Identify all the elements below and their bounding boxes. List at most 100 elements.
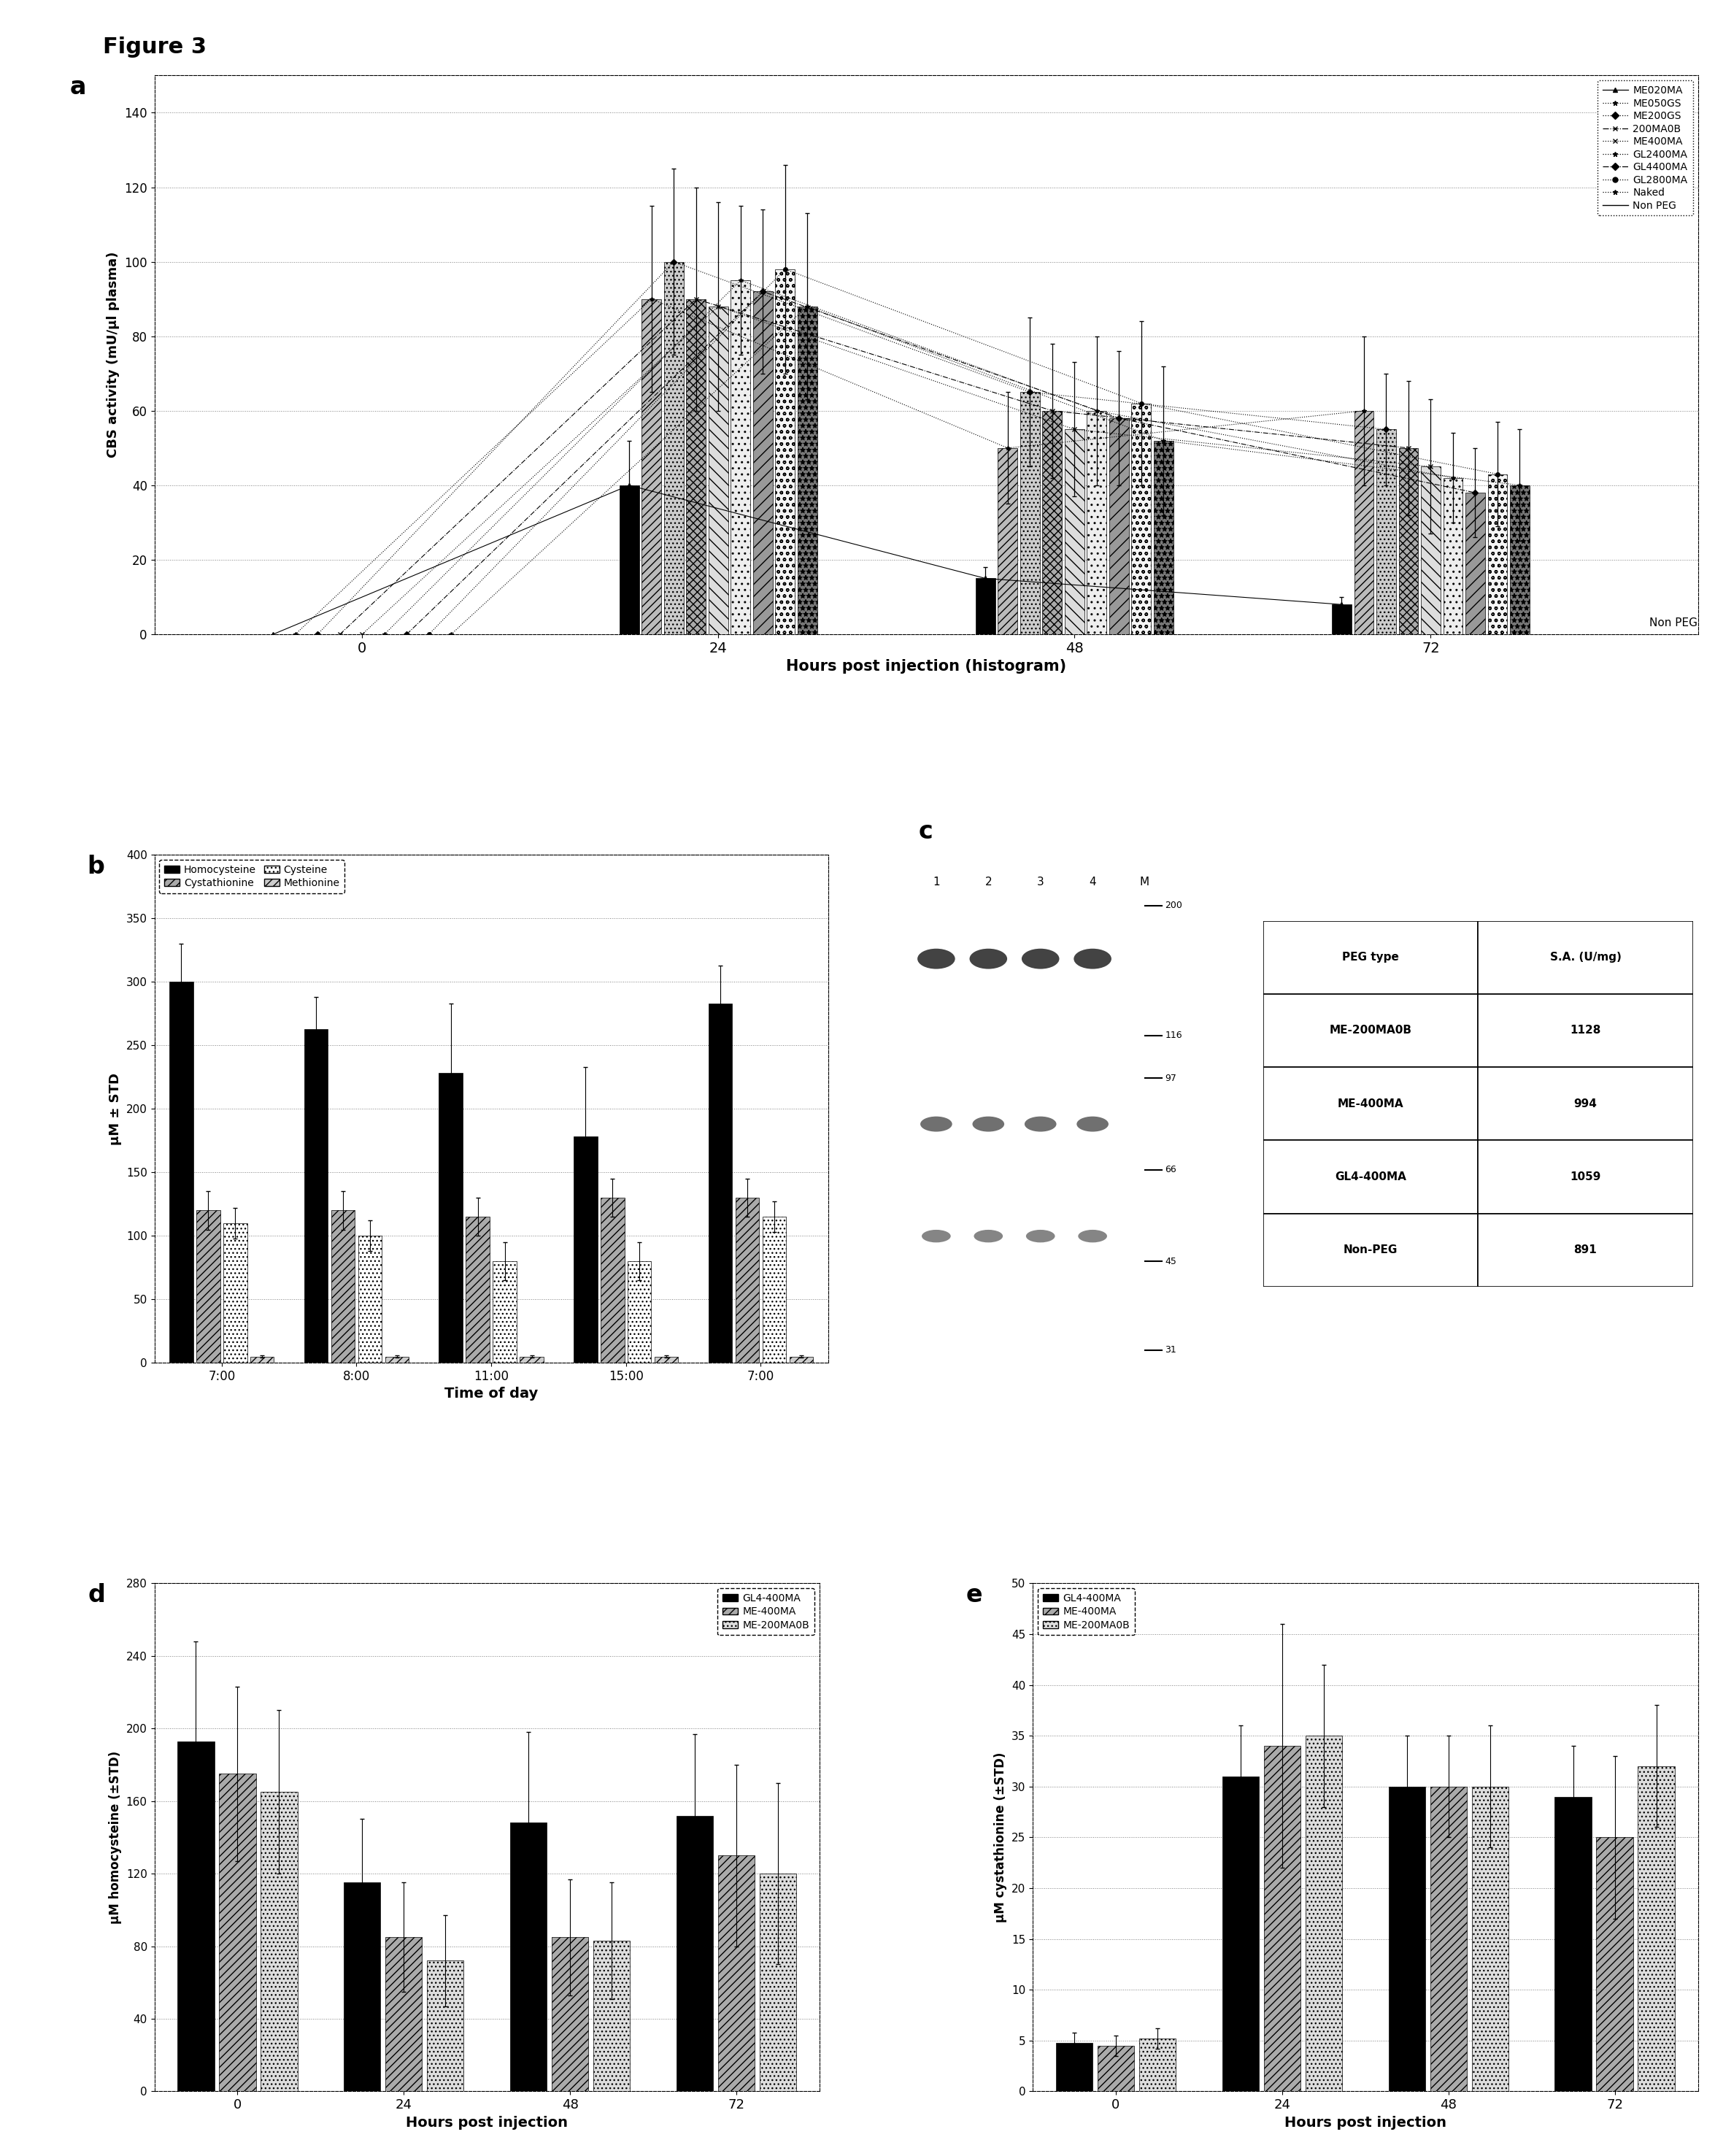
- Text: 3: 3: [1038, 877, 1044, 888]
- Bar: [789, 1356, 813, 1363]
- Ellipse shape: [1077, 1117, 1108, 1132]
- Bar: [731, 280, 751, 634]
- Bar: [655, 1356, 677, 1363]
- Bar: [1478, 921, 1693, 994]
- Bar: [575, 1136, 597, 1363]
- Bar: [197, 1210, 220, 1363]
- Text: 116: 116: [1164, 1031, 1182, 1039]
- Bar: [775, 270, 796, 634]
- X-axis label: Hours post injection (histogram): Hours post injection (histogram): [785, 660, 1067, 675]
- Text: b: b: [87, 854, 105, 880]
- Bar: [1065, 429, 1084, 634]
- Legend: GL4-400MA, ME-400MA, ME-200MA0B: GL4-400MA, ME-400MA, ME-200MA0B: [1038, 1589, 1135, 1634]
- Bar: [641, 300, 662, 634]
- Bar: [677, 1815, 713, 2091]
- Bar: [1262, 1141, 1478, 1214]
- Bar: [1638, 1766, 1674, 2091]
- Bar: [1043, 412, 1062, 634]
- Bar: [304, 1028, 328, 1363]
- Bar: [1262, 1067, 1478, 1141]
- Bar: [1110, 418, 1128, 634]
- Bar: [708, 306, 729, 634]
- Text: ME-400MA: ME-400MA: [1338, 1097, 1403, 1108]
- Text: c: c: [919, 819, 933, 843]
- Bar: [1471, 1787, 1507, 2091]
- Bar: [619, 485, 640, 634]
- Bar: [1264, 1746, 1300, 2091]
- Bar: [1098, 2046, 1134, 2091]
- Legend: GL4-400MA, ME-400MA, ME-200MA0B: GL4-400MA, ME-400MA, ME-200MA0B: [717, 1589, 815, 1634]
- Bar: [1377, 429, 1396, 634]
- Bar: [1478, 1214, 1693, 1287]
- Ellipse shape: [1022, 949, 1060, 968]
- Bar: [1509, 485, 1530, 634]
- Bar: [628, 1261, 652, 1363]
- Bar: [719, 1856, 755, 2091]
- Bar: [178, 1742, 214, 2091]
- Y-axis label: CBS activity (mU/μl plasma): CBS activity (mU/μl plasma): [106, 252, 120, 457]
- Bar: [427, 1960, 463, 2091]
- Ellipse shape: [974, 1229, 1003, 1242]
- Text: Non PEG: Non PEG: [1650, 619, 1698, 630]
- Ellipse shape: [1074, 949, 1111, 968]
- Bar: [1262, 994, 1478, 1067]
- Text: e: e: [966, 1583, 983, 1608]
- Bar: [250, 1356, 274, 1363]
- Bar: [976, 578, 995, 634]
- Bar: [1478, 1067, 1693, 1141]
- Bar: [331, 1210, 355, 1363]
- Bar: [753, 291, 773, 634]
- Text: Figure 3: Figure 3: [103, 37, 206, 58]
- Text: M: M: [1140, 877, 1149, 888]
- Ellipse shape: [969, 949, 1007, 968]
- Bar: [466, 1216, 489, 1363]
- Bar: [1087, 412, 1106, 634]
- Bar: [1305, 1736, 1341, 2091]
- Bar: [223, 1222, 247, 1363]
- Text: 45: 45: [1164, 1257, 1176, 1266]
- Bar: [1597, 1837, 1633, 2091]
- Text: 891: 891: [1574, 1244, 1597, 1255]
- Text: 200: 200: [1164, 901, 1182, 910]
- Text: 994: 994: [1574, 1097, 1597, 1108]
- Bar: [1444, 479, 1463, 634]
- Y-axis label: μM homocysteine (±STD): μM homocysteine (±STD): [108, 1751, 122, 1923]
- Bar: [797, 306, 816, 634]
- Legend: ME020MA, ME050GS, ME200GS, 200MA0B, ME400MA, GL2400MA, GL4400MA, GL2800MA, Naked: ME020MA, ME050GS, ME200GS, 200MA0B, ME40…: [1597, 80, 1693, 216]
- Bar: [998, 448, 1017, 634]
- Bar: [492, 1261, 516, 1363]
- Bar: [1262, 921, 1478, 994]
- Text: PEG type: PEG type: [1343, 953, 1399, 964]
- Text: 1: 1: [933, 877, 940, 888]
- Bar: [736, 1199, 760, 1363]
- Bar: [1487, 474, 1507, 634]
- Bar: [358, 1235, 382, 1363]
- Bar: [664, 261, 684, 634]
- Text: 31: 31: [1164, 1345, 1176, 1354]
- Y-axis label: μM cystathionine (±STD): μM cystathionine (±STD): [995, 1753, 1007, 1923]
- Bar: [1020, 392, 1039, 634]
- Text: 1059: 1059: [1569, 1171, 1600, 1181]
- Bar: [1478, 1141, 1693, 1214]
- Bar: [386, 1356, 408, 1363]
- Ellipse shape: [921, 1117, 952, 1132]
- Legend: Homocysteine, Cystathionine, Cysteine, Methionine: Homocysteine, Cystathionine, Cysteine, M…: [159, 860, 345, 893]
- Text: Non-PEG: Non-PEG: [1343, 1244, 1398, 1255]
- Bar: [1132, 403, 1151, 634]
- Bar: [1389, 1787, 1425, 2091]
- Bar: [220, 1774, 256, 2091]
- Text: 2: 2: [984, 877, 991, 888]
- Bar: [1430, 1787, 1466, 2091]
- Bar: [1422, 466, 1441, 634]
- Bar: [1478, 994, 1693, 1067]
- Bar: [1154, 440, 1173, 634]
- Bar: [520, 1356, 544, 1363]
- Ellipse shape: [1079, 1229, 1108, 1242]
- Bar: [439, 1074, 463, 1363]
- Text: d: d: [87, 1583, 105, 1608]
- Bar: [1223, 1777, 1259, 2091]
- Bar: [1465, 494, 1485, 634]
- Text: 4: 4: [1089, 877, 1096, 888]
- Text: GL4-400MA: GL4-400MA: [1334, 1171, 1406, 1181]
- X-axis label: Hours post injection: Hours post injection: [1285, 2115, 1446, 2130]
